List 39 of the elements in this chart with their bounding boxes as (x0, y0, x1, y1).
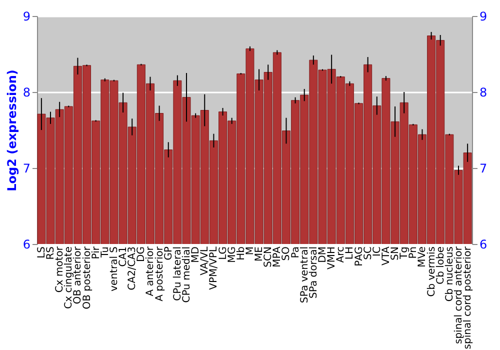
x-tick-label: Cb lobe (435, 246, 446, 284)
x-tick-label: spinal cord anterior (453, 246, 464, 344)
y2-tick-label: 6 (480, 238, 488, 252)
x-tick-label: SPa dorsal (308, 246, 320, 298)
x-tick-label: OB anterior (72, 246, 84, 304)
y2-tick-label: 8 (480, 86, 488, 100)
y-tick-label: 6 (22, 238, 30, 252)
x-tick-label: Hb (236, 246, 247, 260)
x-tick-label: OB posterior (82, 246, 93, 310)
x-tick-label: M (244, 246, 256, 256)
y-tick-label: 9 (22, 10, 30, 24)
x-tick-label: Cb nucleus (444, 246, 456, 302)
x-tick-label: PAG (354, 246, 365, 266)
x-tick-label: GP (163, 246, 174, 260)
y2-tick-label: 7 (480, 162, 488, 176)
x-tick-label: LG (218, 246, 229, 260)
x-tick-label: IC (372, 246, 383, 256)
x-tick-label: Pa (290, 246, 302, 258)
x-tick-label: A posterior (154, 246, 166, 302)
y-axis-title: Log2 (expression) (4, 70, 19, 192)
x-tick-label: A anterior (145, 246, 156, 296)
x-tick-label: MVe (417, 246, 428, 268)
y-tick-label: 7 (22, 162, 30, 176)
x-tick-label: LH (344, 246, 356, 260)
x-tick-label: SC (362, 246, 374, 260)
y2-tick-label: 9 (480, 10, 488, 24)
x-tick-label: ventral S (108, 246, 120, 292)
x-tick-label: VTA (380, 246, 392, 266)
x-tick-label: VPM/VPL (208, 246, 220, 290)
x-tick-label: DM (317, 246, 328, 263)
x-tick-label: LS (36, 246, 48, 258)
y-tick-label: 8 (22, 86, 30, 100)
x-tick-label: RS (46, 246, 57, 260)
x-tick-label: DG (136, 246, 148, 262)
x-tick-label: Pir (90, 246, 102, 260)
x-tick-label: Tu (100, 246, 111, 258)
x-tick-label: spinal cord posterior (462, 246, 474, 350)
x-tick-label: Tg (399, 246, 410, 260)
x-tick-label: SO (281, 246, 292, 261)
